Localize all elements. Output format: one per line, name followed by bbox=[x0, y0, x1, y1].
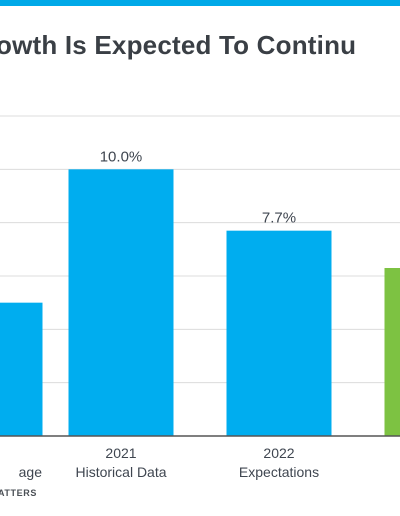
x-tick-label: 2021 bbox=[105, 445, 136, 461]
brand-text: ATTERS bbox=[0, 488, 37, 498]
data-label: 7.7% bbox=[262, 210, 296, 227]
x-tick-label: age bbox=[19, 464, 43, 480]
x-tick-label: 2022 bbox=[263, 445, 294, 461]
top-accent-bar bbox=[0, 0, 400, 6]
x-tick-label: Expectations bbox=[239, 464, 319, 480]
bar bbox=[0, 302, 43, 436]
data-label: 10.0% bbox=[100, 148, 143, 165]
bar bbox=[226, 230, 332, 436]
bar bbox=[384, 268, 400, 436]
bar bbox=[68, 169, 174, 437]
x-tick-label: Historical Data bbox=[75, 464, 166, 480]
chart-title: owth Is Expected To Continu bbox=[0, 30, 357, 60]
brand-footer: ATTERS bbox=[0, 488, 37, 498]
